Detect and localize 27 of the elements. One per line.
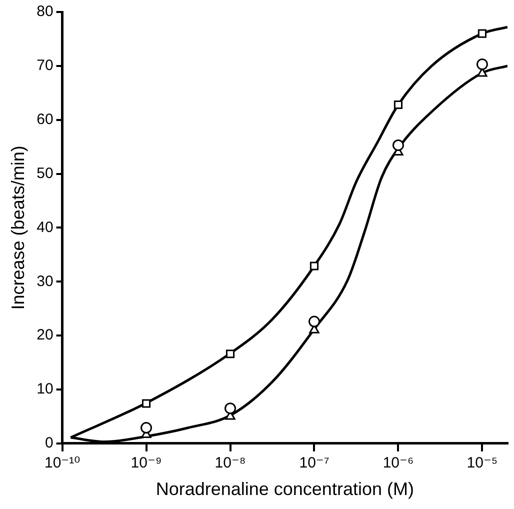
y-tick-label: 70 — [36, 57, 54, 74]
y-tick-label: 0 — [44, 434, 54, 452]
point — [308, 316, 320, 328]
y-tick-label: 60 — [36, 110, 54, 128]
x-tick-label: 10⁻⁷ — [299, 454, 330, 472]
y-tick-label: 10 — [36, 380, 54, 398]
point — [392, 139, 404, 151]
point — [142, 399, 151, 408]
point — [140, 422, 152, 434]
x-tick-label: 10⁻⁸ — [214, 454, 246, 472]
x-tick-label: 10⁻⁶ — [382, 454, 414, 472]
point — [310, 262, 319, 270]
x-axis-title: Noradrenaline concentration (M) — [156, 479, 414, 500]
point — [224, 402, 236, 414]
y-tick-label: 80 — [36, 3, 54, 20]
point — [478, 29, 487, 38]
y-tick-label: 40 — [36, 218, 54, 236]
y-axis-title: Increase (beats/min) — [8, 146, 28, 310]
x-tick-label: 10⁻¹⁰ — [44, 454, 80, 472]
x-tick-label: 10⁻⁹ — [130, 454, 162, 472]
y-tick-label: 30 — [36, 272, 54, 290]
x-tick-label: 10⁻⁵ — [466, 454, 498, 472]
point — [226, 350, 235, 358]
y-tick-label: 20 — [36, 326, 54, 344]
y-tick-label: 50 — [36, 164, 54, 182]
point — [394, 100, 403, 110]
point — [476, 58, 488, 70]
